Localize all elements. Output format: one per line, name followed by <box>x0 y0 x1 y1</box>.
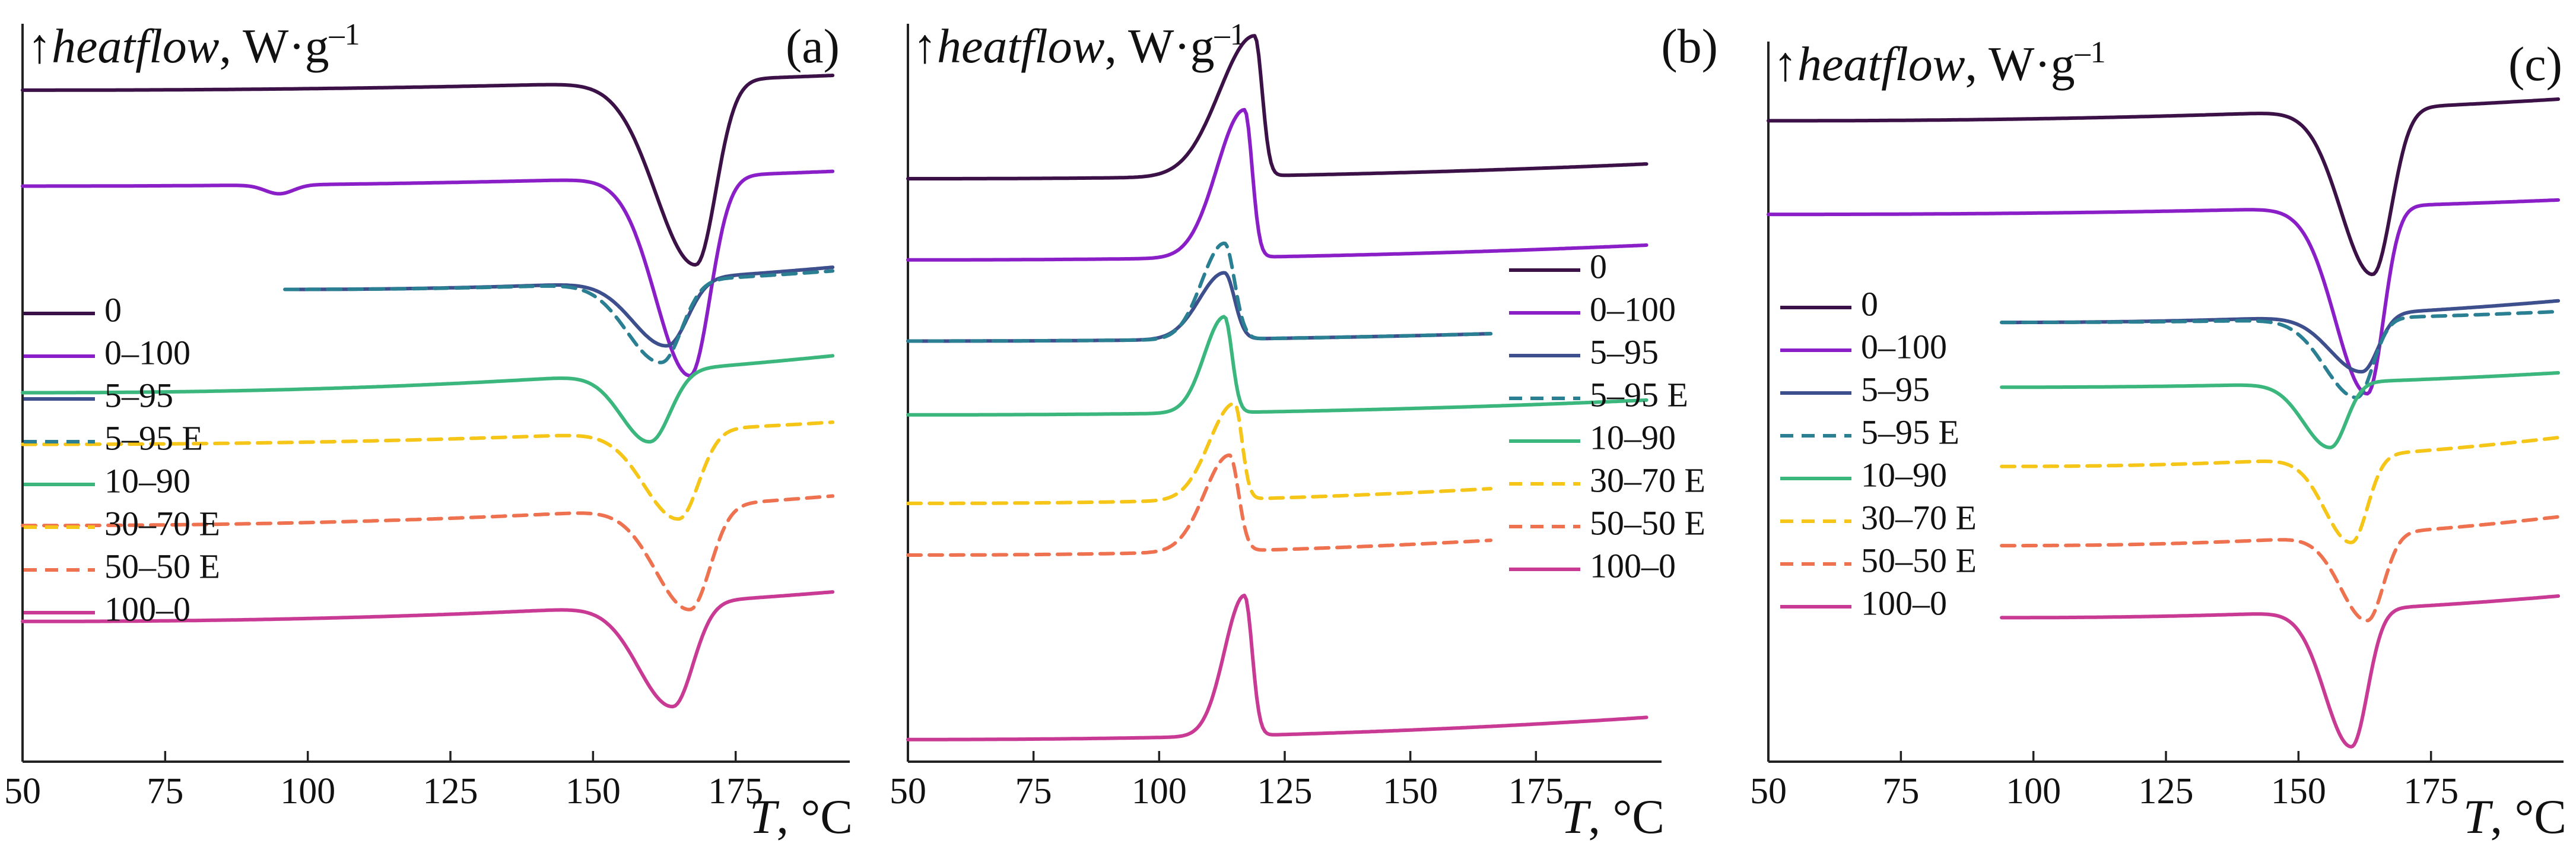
x-axis-label: T, °C <box>1561 790 1665 844</box>
series-line-0 <box>1767 97 2561 277</box>
legend-label: 30–70 E <box>104 504 220 543</box>
panel-letter: (c) <box>2508 37 2562 91</box>
legend-label: 100–0 <box>1861 584 1947 622</box>
series-line-10-90 <box>906 315 1648 417</box>
x-tick-label: 125 <box>423 771 478 812</box>
series-line-100-0 <box>906 593 1648 741</box>
y-axis-label: ↑heatflow, W·g–1 <box>27 18 360 73</box>
series-line-50-50-E <box>21 494 835 611</box>
legend-label: 0–100 <box>104 333 190 372</box>
series-line-5-95 <box>283 265 835 348</box>
panel-b: 50 75 100 125 150 175 ↑heatflow, W·g–1 (b) T, °C… <box>890 18 1718 844</box>
series-line-0-100 <box>21 169 835 378</box>
x-tick-label: 175 <box>2403 771 2459 812</box>
series-line-5-95-E <box>2000 309 2561 400</box>
series-line-0 <box>906 34 1648 180</box>
x-tick-label: 125 <box>1257 771 1313 812</box>
legend-label: 30–70 E <box>1590 461 1705 499</box>
legend-label: 0 <box>1861 284 1878 323</box>
legend-label: 10–90 <box>1590 418 1676 457</box>
x-tick-label: 50 <box>1750 771 1787 812</box>
x-tick-label: 100 <box>1132 771 1187 812</box>
x-tick-label: 75 <box>1882 771 1919 812</box>
series-line-5-95 <box>2000 299 2561 374</box>
x-tick-label: 175 <box>708 771 763 812</box>
legend-label: 5–95 <box>1861 370 1930 408</box>
series-line-50-50-E <box>906 453 1493 557</box>
series-line-30-70-E <box>21 420 835 521</box>
x-tick-label: 75 <box>147 771 183 812</box>
x-tick-label: 75 <box>1015 771 1052 812</box>
x-tick-label: 50 <box>890 771 926 812</box>
x-tick-label: 175 <box>1508 771 1564 812</box>
legend-label: 5–95 E <box>1861 413 1959 451</box>
legend-label: 5–95 <box>1590 332 1659 371</box>
series-line-100-0 <box>21 590 835 709</box>
legend-label: 0 <box>104 290 122 329</box>
legend-label: 5–95 E <box>1590 375 1688 414</box>
panel-c: 50 75 100 125 150 175 ↑heatflow, W·g–1 (c) T, °C… <box>1750 36 2567 844</box>
panel-letter: (a) <box>786 19 840 73</box>
legend-label: 0 <box>1590 247 1607 286</box>
x-tick-label: 150 <box>1383 771 1438 812</box>
x-tick-label: 150 <box>566 771 621 812</box>
x-tick-label: 150 <box>2271 771 2326 812</box>
y-axis-label: ↑heatflow, W·g–1 <box>1773 36 2106 91</box>
series-line-50-50-E <box>2000 515 2561 623</box>
x-axis-label: T, °C <box>749 790 853 844</box>
series-line-30-70-E <box>2000 436 2561 544</box>
panel-letter: (b) <box>1661 19 1718 73</box>
legend-label: 100–0 <box>1590 546 1676 585</box>
series-line-10-90 <box>2000 371 2561 449</box>
series-line-0-100 <box>1767 198 2561 396</box>
legend-label: 5–95 <box>104 376 173 414</box>
series-line-0 <box>21 74 835 267</box>
y-axis-label: ↑heatflow, W·g–1 <box>913 18 1246 73</box>
series-line-5-95-E <box>283 269 835 365</box>
legend-label: 0–100 <box>1590 290 1676 328</box>
series-line-0-100 <box>906 107 1648 262</box>
legend-label: 30–70 E <box>1861 498 1977 537</box>
legend-label: 5–95 E <box>104 419 203 457</box>
panel-a: 50 75 100 125 150 175 ↑heatflow, W·g–1 (a) T, °C… <box>4 18 853 844</box>
legend-label: 100–0 <box>104 590 190 628</box>
series-line-30-70-E <box>906 401 1493 505</box>
series-line-10-90 <box>21 354 835 444</box>
legend-label: 50–50 E <box>104 547 220 585</box>
x-axis-label: T, °C <box>2463 790 2567 844</box>
x-tick-label: 50 <box>4 771 41 812</box>
legend-label: 50–50 E <box>1590 503 1705 542</box>
series-line-5-95-E <box>906 241 1493 343</box>
legend-label: 0–100 <box>1861 327 1947 366</box>
legend-label: 10–90 <box>104 461 190 500</box>
x-tick-label: 100 <box>280 771 335 812</box>
legend-label: 10–90 <box>1861 455 1947 494</box>
series-line-100-0 <box>2000 594 2561 749</box>
legend-label: 50–50 E <box>1861 541 1977 579</box>
x-tick-label: 100 <box>2006 771 2061 812</box>
x-tick-label: 125 <box>2139 771 2194 812</box>
